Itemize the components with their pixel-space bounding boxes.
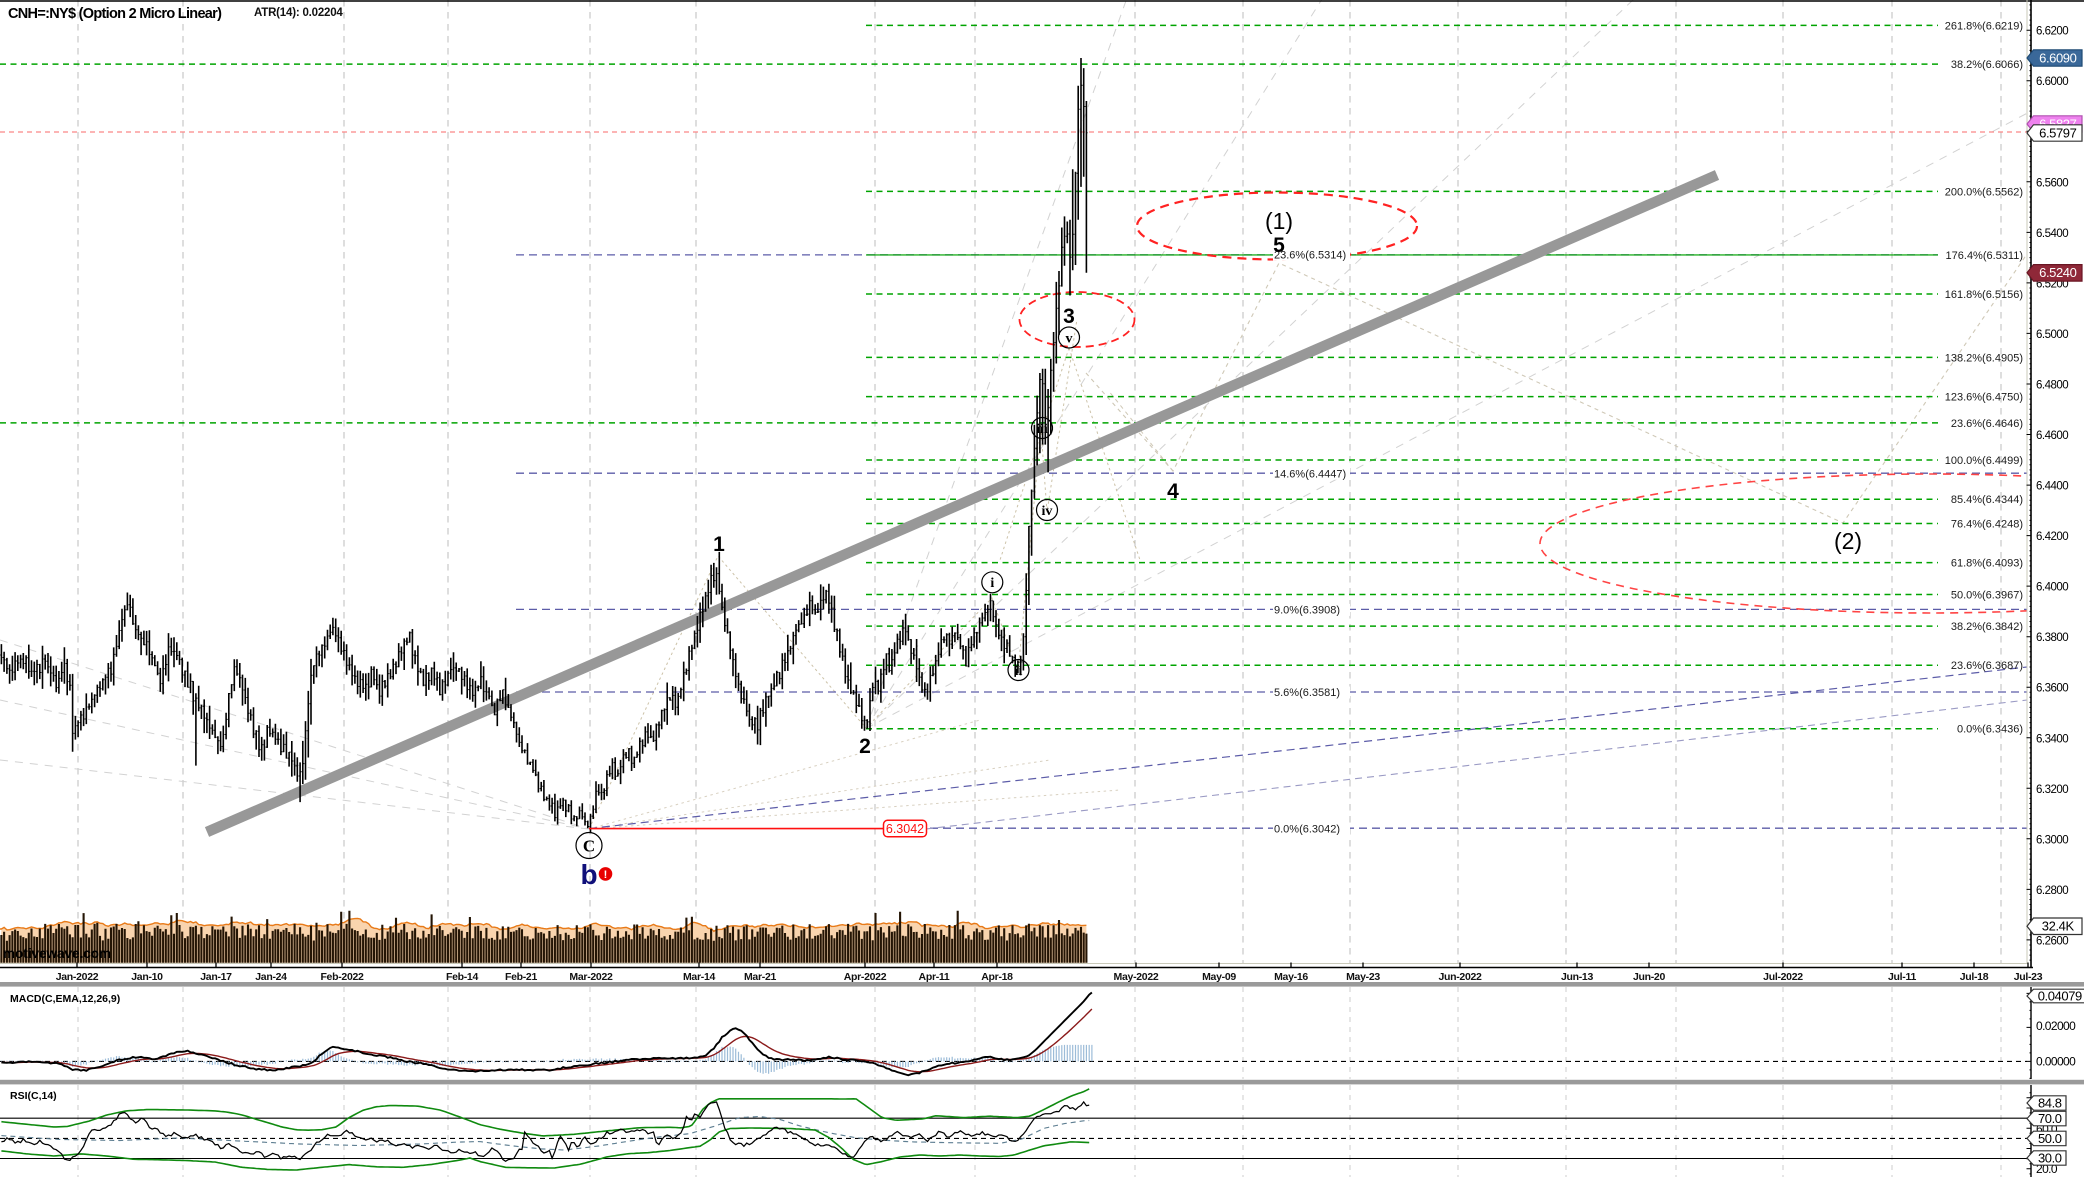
svg-text:85.4%(6.4344): 85.4%(6.4344) [1951,494,2023,506]
svg-text:Feb-2022: Feb-2022 [320,971,364,983]
svg-text:5.6%(6.3581): 5.6%(6.3581) [1274,687,1340,699]
svg-text:0.0%(6.3436): 0.0%(6.3436) [1957,724,2023,736]
svg-text:6.6090: 6.6090 [2039,50,2077,65]
svg-text:b: b [580,859,597,890]
svg-text:Jan-17: Jan-17 [200,971,232,983]
svg-text:5: 5 [1273,234,1285,257]
svg-text:Jan-10: Jan-10 [131,971,163,983]
svg-text:0.00000: 0.00000 [2036,1055,2076,1069]
svg-text:6.3000: 6.3000 [2036,834,2068,846]
svg-text:6.3042: 6.3042 [886,822,924,836]
svg-text:1: 1 [713,533,725,556]
svg-text:6.6200: 6.6200 [2036,26,2068,38]
svg-text:iv: iv [1042,504,1053,519]
svg-text:Jun-2022: Jun-2022 [1438,971,1482,983]
svg-text:70.0: 70.0 [2038,1111,2062,1126]
svg-text:200.0%(6.5562): 200.0%(6.5562) [1945,186,2023,198]
svg-text:(2): (2) [1834,528,1862,554]
svg-text:4: 4 [1167,480,1179,503]
svg-text:Feb-21: Feb-21 [505,971,538,983]
svg-text:CNH=:NY$ (Option 2 Micro Linea: CNH=:NY$ (Option 2 Micro Linear) [8,6,222,22]
svg-text:0.02000: 0.02000 [2036,1019,2076,1033]
svg-text:6.2800: 6.2800 [2036,885,2068,897]
svg-text:May-2022: May-2022 [1114,971,1159,983]
svg-text:May-16: May-16 [1274,971,1308,983]
svg-text:3: 3 [1063,305,1075,328]
svg-text:6.4600: 6.4600 [2036,430,2068,442]
svg-text:14.6%(6.4447): 14.6%(6.4447) [1274,468,1346,480]
svg-text:2: 2 [859,735,871,758]
svg-text:9.0%(6.3908): 9.0%(6.3908) [1274,605,1340,617]
svg-text:6.5240: 6.5240 [2039,265,2077,280]
svg-text:100.0%(6.4499): 100.0%(6.4499) [1945,455,2023,467]
svg-text:261.8%(6.6219): 261.8%(6.6219) [1945,20,2023,32]
svg-text:Jul-11: Jul-11 [1888,971,1916,983]
svg-text:!: ! [604,869,608,881]
svg-text:176.4%(6.5311): 176.4%(6.5311) [1946,250,2023,262]
svg-text:Jul-18: Jul-18 [1960,971,1989,983]
svg-text:6.3600: 6.3600 [2036,683,2068,695]
svg-text:6.5797: 6.5797 [2039,125,2077,140]
svg-text:May-09: May-09 [1202,971,1236,983]
svg-text:138.2%(6.4905): 138.2%(6.4905) [1945,352,2023,364]
svg-text:Jul-2022: Jul-2022 [1763,971,1803,983]
svg-text:32.4K: 32.4K [2042,919,2075,934]
svg-text:v: v [1066,331,1073,346]
svg-text:6.3400: 6.3400 [2036,733,2068,745]
svg-text:50.0: 50.0 [2038,1131,2062,1146]
svg-text:6.6000: 6.6000 [2036,76,2068,88]
svg-text:Mar-2022: Mar-2022 [569,971,613,983]
svg-text:6.4800: 6.4800 [2036,380,2068,392]
svg-text:6.5600: 6.5600 [2036,177,2068,189]
svg-text:motivewave.com: motivewave.com [3,946,111,961]
svg-text:6.5000: 6.5000 [2036,329,2068,341]
svg-text:May-23: May-23 [1346,971,1380,983]
svg-text:Jun-20: Jun-20 [1633,971,1666,983]
svg-text:(1): (1) [1265,208,1293,234]
svg-text:161.8%(6.5156): 161.8%(6.5156) [1945,289,2023,301]
svg-text:38.2%(6.6066): 38.2%(6.6066) [1951,59,2023,71]
svg-text:6.4400: 6.4400 [2036,481,2068,493]
svg-text:Apr-18: Apr-18 [981,971,1013,983]
svg-text:C: C [583,836,595,855]
svg-text:6.3200: 6.3200 [2036,784,2068,796]
svg-text:0.04079: 0.04079 [2038,988,2082,1003]
svg-text:MACD(C,EMA,12,26,9): MACD(C,EMA,12,26,9) [10,993,120,1005]
svg-text:76.4%(6.4248): 76.4%(6.4248) [1951,519,2023,531]
svg-text:123.6%(6.4750): 123.6%(6.4750) [1945,392,2023,404]
svg-text:38.2%(6.3842): 38.2%(6.3842) [1951,621,2023,633]
svg-text:iii: iii [1036,422,1048,437]
svg-text:Apr-2022: Apr-2022 [844,971,887,983]
svg-text:6.3800: 6.3800 [2036,632,2068,644]
svg-text:Jan-2022: Jan-2022 [56,971,99,983]
svg-text:6.4000: 6.4000 [2036,582,2068,594]
svg-text:Jan-24: Jan-24 [255,971,287,983]
svg-text:RSI(C,14): RSI(C,14) [10,1090,57,1102]
svg-text:Jun-13: Jun-13 [1561,971,1594,983]
svg-text:61.8%(6.4093): 61.8%(6.4093) [1951,558,2023,570]
svg-text:ii: ii [1015,664,1023,679]
svg-text:i: i [990,576,994,591]
svg-text:Mar-14: Mar-14 [683,971,716,983]
svg-text:50.0%(6.3967): 50.0%(6.3967) [1951,590,2023,602]
svg-text:23.6%(6.5314): 23.6%(6.5314) [1274,249,1346,261]
svg-text:Mar-21: Mar-21 [744,971,777,983]
svg-text:Apr-11: Apr-11 [919,971,950,983]
svg-text:23.6%(6.4646): 23.6%(6.4646) [1951,418,2023,430]
svg-text:30.0: 30.0 [2038,1150,2062,1165]
svg-text:23.6%(6.3687): 23.6%(6.3687) [1951,660,2023,672]
svg-text:84.8: 84.8 [2038,1095,2062,1110]
svg-text:6.2600: 6.2600 [2036,935,2068,947]
svg-text:0.0%(6.3042): 0.0%(6.3042) [1274,823,1340,835]
svg-text:Jul-23: Jul-23 [2014,971,2043,983]
svg-text:6.5400: 6.5400 [2036,228,2068,240]
svg-text:ATR(14): 0.02204: ATR(14): 0.02204 [254,7,343,19]
svg-text:Feb-14: Feb-14 [446,971,479,983]
svg-text:6.4200: 6.4200 [2036,531,2068,543]
